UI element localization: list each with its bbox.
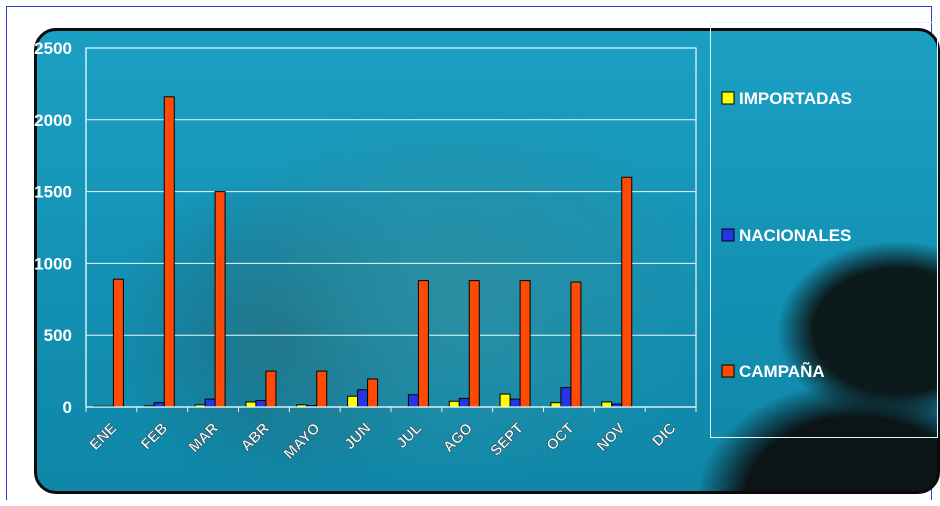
- x-tick-label: ABR: [238, 420, 273, 455]
- y-tick-label: 1000: [34, 254, 72, 273]
- bar-nacionales-sept: [509, 398, 521, 408]
- bar-importadas-abr: [245, 401, 257, 408]
- x-axis: ENE FEB MAR ABR MAYO JUN JUL AGO SEPT OCT NOV DIC: [85, 406, 697, 463]
- bar-nacionales-jul: [407, 394, 419, 408]
- bar-campana-abr: [265, 370, 277, 408]
- bar-campana-nov: [621, 176, 633, 408]
- bar-campana-oct: [570, 281, 582, 408]
- bar-campana-jul: [417, 280, 429, 408]
- x-tick-label: FEB: [138, 420, 171, 453]
- y-tick-label: 500: [44, 326, 72, 345]
- bar-campana-sept: [519, 280, 531, 408]
- x-tick-label: MAYO: [281, 420, 324, 463]
- bars: [92, 96, 633, 408]
- gridlines: [85, 47, 697, 408]
- y-tick-label: 1500: [34, 183, 72, 202]
- bar-campana-mar: [214, 191, 226, 408]
- y-axis: 0 500 1000 1500 2000 2500: [34, 39, 87, 417]
- bar-importadas-jun: [347, 395, 359, 408]
- x-tick-label: AGO: [440, 420, 476, 456]
- bar-nacionales-oct: [560, 387, 572, 408]
- plot-area-border: [85, 47, 697, 408]
- y-tick-label: 2500: [34, 39, 72, 58]
- x-tick-label: MAR: [186, 420, 222, 456]
- x-tick-label: JUL: [393, 420, 425, 452]
- bar-campana-jun: [367, 378, 379, 408]
- y-tick-label: 0: [63, 398, 72, 417]
- bar-importadas-oct: [550, 402, 562, 408]
- legend-swatch: [721, 364, 735, 378]
- bar-importadas-sept: [499, 393, 511, 408]
- legend-box: [710, 22, 938, 438]
- bar-nacionales-jun: [357, 389, 369, 408]
- bar-nacionales-ago: [458, 397, 470, 408]
- legend-label: IMPORTADAS: [739, 89, 852, 108]
- x-tick-label: JUN: [341, 420, 374, 453]
- bar-campana-ene: [112, 278, 124, 408]
- bar-importadas-nov: [601, 401, 613, 408]
- legend-swatch: [721, 228, 735, 242]
- legend-swatch: [721, 91, 735, 105]
- x-tick-label: SEPT: [487, 420, 527, 460]
- x-tick-label: ENE: [86, 420, 120, 454]
- x-tick-label: DIC: [649, 420, 679, 450]
- x-tick-label: OCT: [543, 420, 577, 454]
- bar-campana-feb: [163, 96, 175, 408]
- bar-nacionales-feb: [153, 402, 165, 408]
- bar-campana-ago: [468, 280, 480, 408]
- x-tick-label: NOV: [594, 420, 629, 455]
- y-tick-label: 2000: [34, 111, 72, 130]
- bar-importadas-ago: [448, 400, 460, 408]
- bar-nacionales-abr: [255, 400, 267, 408]
- legend-label: NACIONALES: [739, 226, 851, 245]
- legend-label: CAMPAÑA: [739, 361, 825, 381]
- bar-campana-mayo: [316, 370, 328, 408]
- chart-background-panel: [34, 28, 940, 494]
- legend: IMPORTADAS NACIONALES CAMPAÑA: [721, 89, 852, 381]
- bar-nacionales-mar: [204, 398, 216, 408]
